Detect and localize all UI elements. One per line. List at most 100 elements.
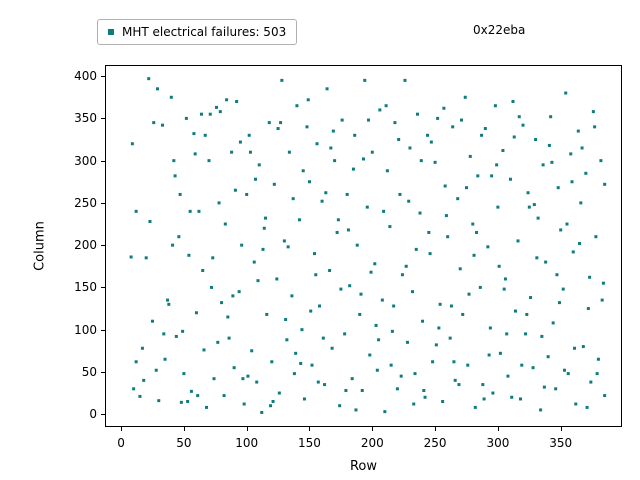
y-tick [101,371,106,373]
scatter-point [355,243,359,247]
y-tick-label: 0 [89,407,97,422]
scatter-point [250,349,254,353]
scatter-point [257,163,261,167]
scatter-point [475,230,479,234]
scatter-point [140,346,144,350]
scatter-point [390,329,394,333]
scatter-point [188,209,192,213]
y-tick [101,160,106,162]
scatter-point [524,332,528,336]
scatter-point [556,186,560,190]
scatter-point [292,372,296,376]
scatter-point [238,140,242,144]
scatter-point [578,241,582,245]
scatter-point [331,129,335,133]
scatter-point [540,334,544,338]
scatter-point [451,125,455,129]
scatter-point [201,269,205,273]
scatter-point [320,199,324,203]
scatter-point [429,140,433,144]
scatter-point [436,116,440,120]
scatter-point [218,110,222,114]
scatter-point [549,115,553,119]
legend-marker-icon [108,29,114,35]
x-tick-label: 150 [298,436,321,450]
y-tick [101,76,106,78]
scatter-points-layer [129,77,607,414]
scatter-point [508,177,512,181]
scatter-point [232,366,236,370]
scatter-point [210,285,214,289]
scatter-point [362,157,365,161]
scatter-point [473,405,477,409]
scatter-point [384,104,388,108]
scatter-point [222,394,226,398]
scatter-point [363,78,367,82]
scatter-point [491,391,495,395]
scatter-point [480,133,484,137]
scatter-point [353,133,357,137]
scatter-point [403,78,407,82]
scatter-point [380,298,384,302]
scatter-point [351,167,355,171]
scatter-point [346,228,350,232]
scatter-point [235,99,239,103]
scatter-point [476,174,480,178]
scatter-point [157,399,161,403]
scatter-point [456,197,460,201]
scatter-point [512,135,516,139]
scatter-point [329,146,333,150]
scatter-point [358,312,362,316]
scatter-point [441,399,445,403]
hex-annotation: 0x22eba [473,23,526,37]
x-tick-label: 300 [486,436,510,450]
scatter-point [177,235,181,239]
scatter-point [295,104,299,108]
scatter-point [302,397,306,401]
scatter-point [493,104,497,108]
scatter-point [265,312,269,316]
scatter-point [472,253,476,257]
scatter-point [277,391,281,395]
scatter-point [142,378,146,382]
scatter-point [437,326,441,330]
scatter-point [510,395,514,399]
scatter-point [348,284,352,288]
scatter-point [576,129,580,133]
scatter-point [313,252,317,256]
scatter-point [172,159,176,163]
scatter-point [585,405,589,409]
scatter-point [431,360,435,364]
scatter-point [580,146,584,150]
scatter-point [374,323,378,327]
scatter-point [448,336,452,340]
scatter-point [398,192,402,196]
scatter-point [132,387,136,391]
scatter-point [584,171,588,175]
x-tick-label: 350 [549,436,573,450]
scatter-point [301,169,305,173]
scatter-point [211,256,215,260]
scatter-point [269,404,273,408]
scatter-point [453,378,457,382]
scatter-point [270,360,274,364]
scatter-point [199,112,203,116]
scatter-point [603,394,607,398]
scatter-point [189,389,193,393]
y-tick-label: 100 [74,322,97,337]
scatter-point [134,360,138,364]
scatter-point [498,351,502,355]
scatter-point [421,319,425,323]
scatter-point [547,143,551,147]
scatter-point [256,279,260,283]
scatter-point [405,340,409,344]
scatter-point [591,110,595,114]
scatter-point [501,149,505,153]
scatter-point [179,400,183,404]
x-tick [435,426,437,431]
scatter-point [586,307,590,311]
x-tick [121,426,123,431]
scatter-point [490,174,494,178]
scatter-point [173,174,177,178]
scatter-point [416,112,420,116]
